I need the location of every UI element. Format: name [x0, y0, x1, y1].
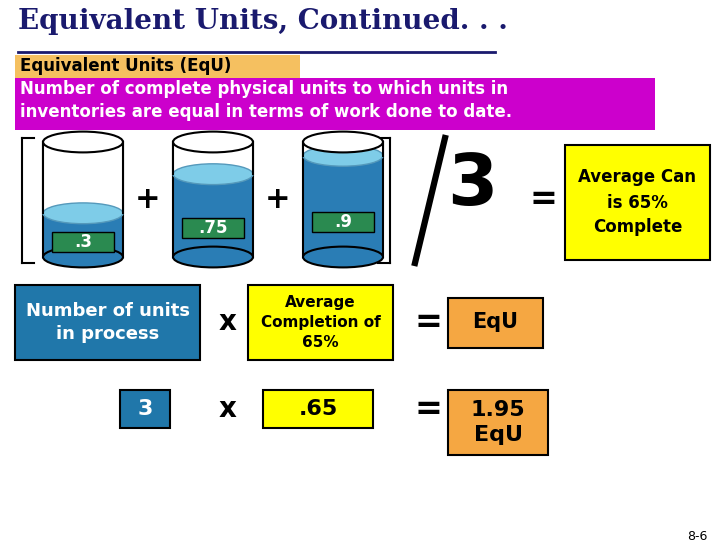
Text: Number of units
in process: Number of units in process — [25, 302, 189, 343]
Bar — [248, 285, 393, 360]
Bar — [173, 174, 253, 257]
Ellipse shape — [43, 203, 123, 224]
Ellipse shape — [43, 132, 123, 152]
Text: =: = — [414, 306, 442, 339]
Text: =: = — [414, 393, 442, 426]
Text: 3: 3 — [138, 399, 153, 419]
Bar — [448, 390, 548, 455]
Bar — [303, 156, 383, 257]
Text: =: = — [529, 184, 557, 217]
Text: Average
Completion of
65%: Average Completion of 65% — [261, 295, 380, 350]
Ellipse shape — [173, 132, 253, 152]
Text: .9: .9 — [334, 213, 352, 231]
Text: x: x — [219, 308, 237, 336]
Text: Equivalent Units (EqU): Equivalent Units (EqU) — [20, 57, 231, 75]
Text: inventories are equal in terms of work done to date.: inventories are equal in terms of work d… — [20, 103, 512, 121]
Ellipse shape — [303, 132, 383, 152]
Bar — [43, 142, 123, 213]
Text: .3: .3 — [74, 233, 92, 251]
Text: EqU: EqU — [472, 313, 518, 333]
Text: 3: 3 — [447, 151, 498, 219]
Text: Number of complete physical units to which units in: Number of complete physical units to whi… — [20, 80, 508, 98]
Text: 1.95
EqU: 1.95 EqU — [471, 400, 526, 445]
Bar — [312, 212, 374, 232]
Text: Equivalent Units, Continued. . .: Equivalent Units, Continued. . . — [18, 8, 508, 35]
Ellipse shape — [303, 247, 383, 267]
Bar — [120, 390, 170, 428]
Text: x: x — [219, 395, 237, 423]
Bar — [43, 213, 123, 257]
Bar — [448, 298, 543, 348]
Ellipse shape — [43, 247, 123, 267]
Text: +: + — [135, 186, 161, 214]
Bar — [565, 145, 710, 260]
Bar — [263, 390, 373, 428]
Text: .75: .75 — [198, 219, 228, 237]
Ellipse shape — [303, 145, 383, 166]
Bar — [303, 142, 383, 156]
Bar — [15, 55, 300, 78]
Ellipse shape — [173, 247, 253, 267]
Text: 8-6: 8-6 — [688, 530, 708, 540]
Ellipse shape — [173, 164, 253, 185]
Text: Average Can
is 65%
Complete: Average Can is 65% Complete — [578, 168, 696, 237]
Bar — [181, 218, 244, 238]
Bar — [52, 232, 114, 252]
Bar — [15, 285, 200, 360]
Text: .65: .65 — [298, 399, 338, 419]
Bar — [15, 78, 655, 130]
Text: +: + — [265, 186, 291, 214]
Bar — [173, 142, 253, 174]
